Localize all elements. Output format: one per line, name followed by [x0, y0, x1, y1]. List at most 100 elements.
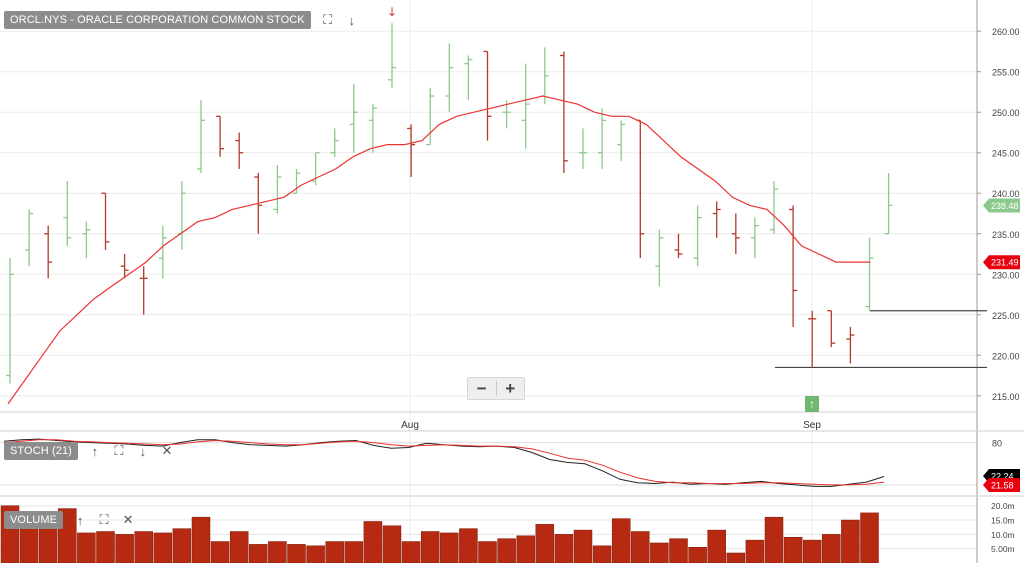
volume-bar — [363, 521, 383, 563]
ohlc-bar — [808, 310, 817, 368]
ohlc-bar — [120, 254, 129, 279]
stoch-title[interactable]: STOCH (21) — [4, 442, 78, 460]
zoom-separator — [495, 381, 497, 396]
volume-bar — [440, 532, 459, 563]
volume-bar — [783, 536, 803, 563]
support-lines — [775, 310, 987, 369]
ohlc-bar — [789, 205, 798, 327]
volume-bar — [631, 531, 650, 563]
stoch-tick-label: 80 — [992, 439, 1002, 449]
volume-bar — [554, 534, 574, 563]
stoch-d-badge-text: 21.58 — [991, 481, 1014, 491]
ohlc-bar — [388, 23, 396, 88]
ohlc-bar — [865, 237, 874, 311]
ohlc-bar — [559, 51, 568, 173]
volume-bar — [841, 519, 860, 563]
price-tick-label: 245.00 — [992, 149, 1020, 159]
ohlc-bar — [827, 310, 836, 348]
volume-bar — [459, 528, 478, 563]
volume-bar — [573, 529, 593, 563]
event-down-marker-icon: ↓ — [387, 5, 397, 19]
price-tick-label: 225.00 — [992, 311, 1020, 321]
ohlc-bar — [197, 100, 205, 173]
ohlc-bar — [521, 63, 530, 149]
ohlc-bar — [693, 205, 702, 267]
volume-bar — [669, 538, 688, 563]
move-up-icon[interactable]: ↑ — [91, 443, 99, 459]
move-up-icon[interactable]: ↑ — [76, 512, 84, 528]
month-label: Aug — [401, 420, 419, 431]
volume-header: VOLUME ↑ ⛶ ✕ — [4, 511, 135, 529]
event-up-marker-icon[interactable]: ↑ — [805, 396, 819, 412]
price-tick-label: 250.00 — [992, 108, 1020, 118]
volume-bar — [382, 525, 402, 563]
ohlc-bar — [483, 50, 492, 141]
zoom-control: − + — [467, 377, 525, 400]
main-header: ORCL.NYS - ORACLE CORPORATION COMMON STO… — [4, 11, 359, 29]
chevron-down-icon[interactable]: ↓ — [348, 12, 355, 28]
expand-icon[interactable]: ⛶ — [323, 12, 333, 27]
ohlc-bar — [82, 221, 91, 259]
ohlc-bar — [750, 217, 759, 259]
last-price-badge-shape — [983, 198, 1020, 213]
ohlc-bar — [598, 108, 607, 169]
volume-bar — [707, 529, 726, 563]
ohlc-bar — [426, 87, 435, 146]
move-down-icon[interactable]: ↓ — [139, 443, 147, 459]
volume-bar — [802, 539, 822, 563]
volume-bar — [497, 538, 516, 563]
close-icon[interactable]: ✕ — [122, 512, 134, 527]
volume-bar — [249, 544, 268, 563]
zoom-out-button[interactable]: − — [476, 378, 487, 398]
volume-bar — [860, 512, 879, 563]
ohlc-bar — [235, 132, 244, 169]
stoch-lines — [3, 438, 885, 487]
volume-bar — [420, 531, 440, 563]
ohlc-bar — [292, 168, 301, 194]
ohlc-bar — [330, 128, 339, 157]
ohlc-bar — [311, 152, 320, 186]
ma-value-badge-shape — [983, 255, 1020, 270]
volume-bar — [745, 539, 765, 563]
axis-labels: 215.00 220.00 225.00 230.00 235.00 240.00 245.… — [387, 5, 1020, 554]
volume-title[interactable]: VOLUME — [4, 511, 64, 529]
ohlc-bar — [63, 181, 72, 246]
ohlc-bar — [731, 213, 740, 255]
ohlc-bar — [712, 201, 721, 238]
grid-lines — [0, 0, 977, 563]
price-tick-label: 230.00 — [992, 270, 1020, 280]
volume-bar — [268, 541, 287, 563]
volume-bar — [650, 542, 669, 563]
volume-bar — [401, 541, 421, 563]
volume-bar — [115, 534, 134, 563]
price-tick-label: 220.00 — [992, 351, 1020, 361]
symbol-title[interactable]: ORCL.NYS - ORACLE CORPORATION COMMON STO… — [4, 11, 311, 29]
volume-bar — [287, 544, 306, 563]
volume-tick-label: 5.00m — [991, 544, 1015, 554]
ohlc-bar — [407, 124, 416, 178]
volume-bar — [611, 518, 631, 563]
ohlc-bar — [464, 55, 473, 101]
ohlc-bar — [349, 83, 358, 153]
ohlc-bar — [368, 104, 377, 153]
moving-average-line — [7, 95, 871, 405]
zoom-in-button[interactable]: + — [505, 378, 516, 398]
price-tick-label: 255.00 — [992, 68, 1020, 78]
volume-bar — [688, 547, 707, 563]
volume-bar — [172, 528, 192, 563]
price-tick-label: 215.00 — [992, 392, 1020, 402]
expand-icon[interactable]: ⛶ — [99, 512, 109, 527]
month-label: Sep — [803, 420, 821, 431]
ohlc-bar — [216, 115, 225, 157]
ohlc-bar — [445, 43, 454, 113]
volume-bar — [229, 531, 249, 563]
volume-bar — [210, 541, 230, 563]
expand-icon[interactable]: ⛶ — [114, 443, 124, 458]
close-icon[interactable]: ✕ — [161, 443, 173, 458]
ohlc-bar — [655, 229, 664, 287]
volume-bar — [516, 535, 535, 563]
volume-bar — [764, 516, 784, 563]
price-tick-label: 240.00 — [992, 189, 1020, 199]
